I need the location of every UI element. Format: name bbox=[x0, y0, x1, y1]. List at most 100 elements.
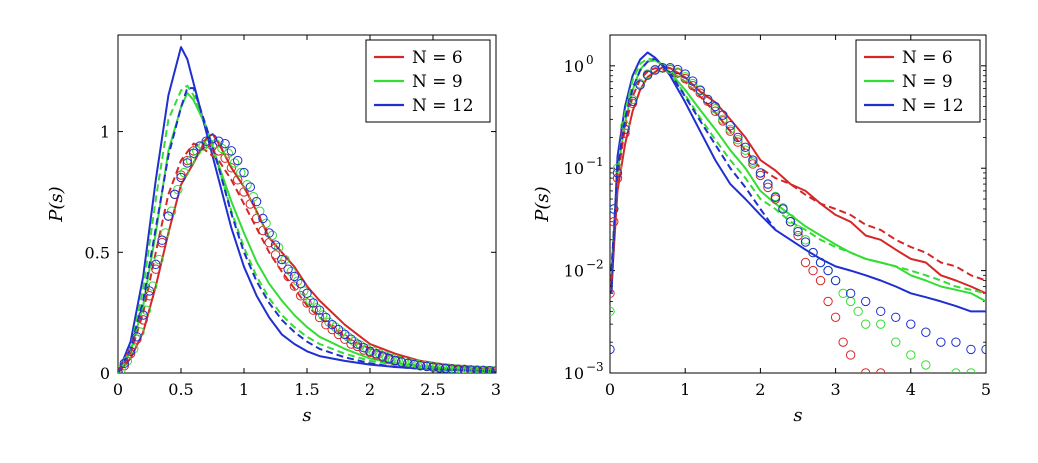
left-marker-point bbox=[488, 366, 496, 373]
right-marker-point bbox=[680, 69, 690, 79]
left-marker-point bbox=[207, 141, 218, 151]
right-legend-entry: N = 6 bbox=[902, 48, 953, 68]
right-marker-point bbox=[823, 296, 833, 307]
left-marker-point bbox=[220, 138, 230, 149]
left-marker-point bbox=[198, 141, 208, 151]
left-marker-point bbox=[286, 266, 296, 277]
right-marker-point bbox=[725, 121, 736, 131]
right-marker-point bbox=[620, 121, 630, 131]
left-marker-point bbox=[157, 237, 167, 248]
right-marker-point bbox=[620, 128, 630, 138]
left-marker-point bbox=[403, 358, 413, 369]
left-marker-point bbox=[434, 363, 444, 373]
left-marker-point bbox=[125, 346, 136, 356]
left-marker-point bbox=[491, 366, 496, 373]
left-solid-series-line bbox=[118, 46, 496, 373]
left-marker-point bbox=[236, 167, 246, 178]
left-marker-point bbox=[163, 211, 174, 221]
left-y-axis-label: P(s) bbox=[46, 186, 67, 222]
left-marker-point bbox=[318, 310, 328, 320]
left-marker-point bbox=[283, 264, 293, 274]
right-marker-point bbox=[876, 368, 886, 373]
left-marker-point bbox=[390, 355, 400, 366]
right-marker-point bbox=[891, 312, 901, 322]
left-marker-point bbox=[466, 365, 476, 373]
left-marker-point bbox=[147, 281, 158, 291]
left-y-tick-label: 0.5 bbox=[85, 243, 110, 262]
right-marker-point bbox=[936, 337, 946, 347]
right-x-axis-label: s bbox=[793, 405, 802, 426]
left-marker-point bbox=[239, 167, 249, 178]
left-marker-point bbox=[135, 327, 145, 337]
left-marker-point bbox=[277, 259, 287, 270]
left-marker-point bbox=[314, 305, 325, 315]
right-marker-point bbox=[610, 306, 615, 317]
right-marker-point bbox=[921, 360, 931, 370]
left-dashed-series-line bbox=[118, 84, 496, 373]
left-y-tick-label: 1 bbox=[100, 123, 110, 142]
left-marker-point bbox=[258, 213, 268, 224]
left-marker-point bbox=[340, 329, 350, 340]
left-marker-point bbox=[144, 291, 155, 301]
left-marker-point bbox=[138, 310, 148, 320]
left-marker-point bbox=[270, 240, 281, 250]
left-marker-point bbox=[204, 138, 215, 149]
right-marker-point bbox=[845, 296, 856, 307]
right-marker-point bbox=[710, 106, 720, 116]
left-marker-point bbox=[384, 353, 394, 364]
left-marker-point bbox=[283, 271, 293, 282]
left-marker-point bbox=[343, 332, 353, 342]
left-marker-point bbox=[173, 184, 183, 195]
right-marker-point bbox=[610, 288, 615, 299]
left-marker-point bbox=[188, 148, 199, 159]
right-marker-point bbox=[823, 265, 833, 276]
left-marker-point bbox=[226, 146, 237, 156]
left-x-tick-label: 2 bbox=[365, 380, 375, 399]
right-marker-point bbox=[610, 204, 619, 214]
right-marker-point bbox=[860, 368, 871, 373]
right-legend-entry: N = 12 bbox=[902, 96, 964, 116]
right-marker-point bbox=[853, 306, 863, 317]
left-marker-point bbox=[296, 278, 306, 289]
right-marker-point bbox=[733, 132, 743, 143]
left-marker-point bbox=[478, 365, 489, 373]
right-marker-point bbox=[688, 78, 698, 89]
left-marker-point bbox=[311, 303, 322, 313]
right-marker-point bbox=[733, 137, 743, 147]
right-marker-point bbox=[838, 337, 848, 347]
left-marker-point bbox=[292, 276, 303, 286]
right-marker-point bbox=[785, 214, 796, 224]
right-marker-point bbox=[906, 319, 916, 329]
left-marker-point bbox=[381, 351, 391, 361]
left-series-group bbox=[118, 46, 496, 373]
left-legend-entry: N = 6 bbox=[412, 48, 463, 68]
left-marker-point bbox=[462, 364, 473, 373]
right-marker-point bbox=[733, 134, 743, 145]
left-marker-point bbox=[387, 353, 397, 364]
left-marker-point bbox=[277, 254, 287, 265]
right-marker-point bbox=[612, 163, 623, 173]
left-marker-point bbox=[223, 148, 233, 159]
left-marker-point bbox=[207, 134, 218, 144]
left-marker-point bbox=[450, 364, 460, 373]
left-marker-point bbox=[129, 344, 139, 354]
left-x-tick-label: 3 bbox=[491, 380, 501, 399]
left-marker-point bbox=[176, 172, 186, 183]
right-marker-point bbox=[710, 101, 720, 112]
left-marker-point bbox=[314, 312, 325, 323]
left-marker-point bbox=[324, 317, 334, 327]
left-x-tick-label: 0 bbox=[113, 380, 123, 399]
left-marker-point bbox=[242, 179, 252, 190]
left-marker-point bbox=[396, 357, 407, 367]
right-solid-series-line bbox=[610, 51, 986, 313]
left-marker-point bbox=[122, 356, 133, 366]
right-marker-point bbox=[740, 148, 751, 158]
right-marker-point bbox=[620, 124, 630, 134]
left-chart-panel: 0 0.5 1 1.5 2 2.5 3 0 0.5 1 s P(s) N = 6 N = 9 N = 12 bbox=[46, 34, 501, 426]
left-marker-point bbox=[475, 365, 485, 373]
right-marker-point bbox=[642, 70, 653, 80]
left-dashed-series-line bbox=[118, 142, 496, 373]
left-marker-point bbox=[302, 298, 312, 308]
right-marker-point bbox=[800, 237, 811, 247]
